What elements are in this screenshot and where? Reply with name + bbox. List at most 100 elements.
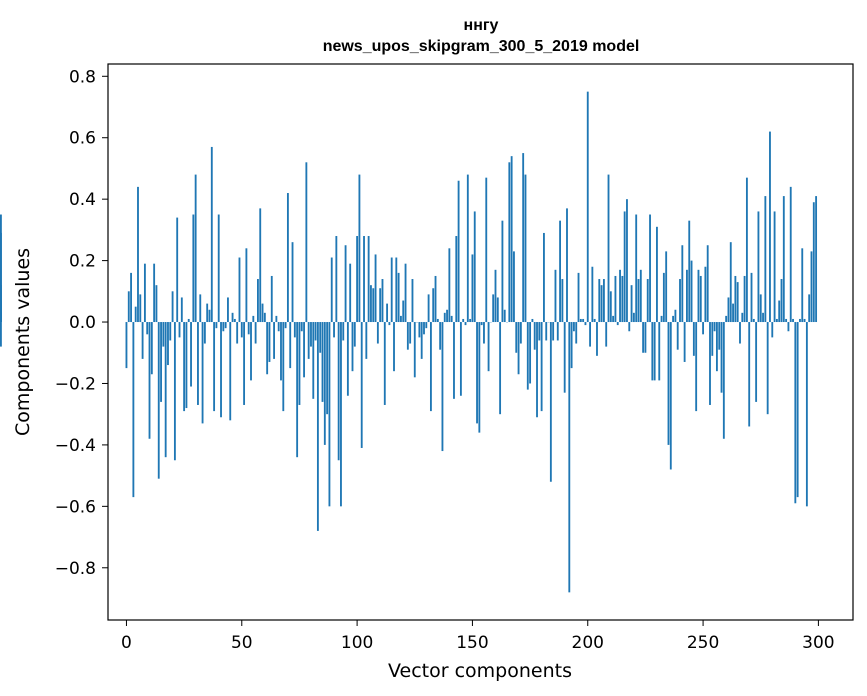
bar-297 xyxy=(810,251,813,323)
bar-192 xyxy=(568,322,571,593)
bar-79 xyxy=(307,322,310,359)
bar-172 xyxy=(522,153,525,323)
bar-215 xyxy=(621,275,624,323)
bar-69 xyxy=(284,322,287,329)
bar-223 xyxy=(639,269,642,323)
bar-117 xyxy=(395,257,398,323)
bar-292 xyxy=(799,318,801,323)
bar-76 xyxy=(300,322,303,332)
bar-202 xyxy=(591,266,594,323)
bar-16 xyxy=(162,322,165,347)
bar-84 xyxy=(319,322,322,353)
bar-141 xyxy=(450,315,453,323)
y-axis-ticks: −0.8 −0.6 −0.4 −0.2 0.0 0.2 0.4 0.6 0.8 xyxy=(55,67,108,579)
bar-105 xyxy=(367,236,370,323)
bar-91 xyxy=(335,236,338,323)
bar-251 xyxy=(704,266,707,323)
bar-267 xyxy=(741,312,744,323)
bar-177 xyxy=(533,322,536,350)
bar-71 xyxy=(289,322,292,369)
bar-193 xyxy=(570,322,573,369)
bar-270 xyxy=(748,322,751,427)
bar-86 xyxy=(323,322,326,445)
bar-10 xyxy=(148,322,151,439)
bar-296 xyxy=(808,294,811,323)
x-axis-ticks: 0 50 100 150 200 250 300 xyxy=(121,620,835,653)
bar-143 xyxy=(455,236,458,323)
bar-19 xyxy=(169,322,172,341)
x-tick-label: 100 xyxy=(341,633,373,653)
bar-272 xyxy=(752,318,755,323)
bar-43 xyxy=(224,322,227,329)
bar-274 xyxy=(757,211,760,323)
bar-171 xyxy=(519,322,522,344)
bar-240 xyxy=(679,279,681,323)
bar-203 xyxy=(593,318,596,323)
bar-235 xyxy=(667,322,670,445)
bar-125 xyxy=(413,322,416,378)
bar-260 xyxy=(725,315,728,323)
plot-frame xyxy=(107,63,854,621)
bar-278 xyxy=(766,322,769,415)
bar-263 xyxy=(732,303,734,323)
bar-281 xyxy=(773,211,776,323)
bar-98 xyxy=(351,322,354,372)
bar-67 xyxy=(280,322,282,381)
bar-57 xyxy=(257,279,259,323)
bar-100 xyxy=(356,236,359,323)
bar-216 xyxy=(623,211,626,323)
bar-88 xyxy=(328,322,331,507)
bar-114 xyxy=(388,322,391,326)
y-tick-label: −0.6 xyxy=(55,497,96,517)
bar-20 xyxy=(171,291,174,323)
bar-205 xyxy=(598,279,601,323)
bar-207 xyxy=(602,279,605,323)
bar-110 xyxy=(379,288,382,323)
bar-2 xyxy=(130,272,132,323)
bar-234 xyxy=(665,251,668,323)
bar-284 xyxy=(780,279,783,323)
bar-74 xyxy=(296,322,299,458)
bar-167 xyxy=(510,156,513,323)
bar-153 xyxy=(478,322,481,433)
bar-262 xyxy=(729,242,732,323)
bar-290 xyxy=(794,322,797,504)
bar-258 xyxy=(720,322,723,393)
bar-168 xyxy=(513,251,515,323)
bar-285 xyxy=(782,196,785,323)
bar-210 xyxy=(609,291,612,323)
bar-12 xyxy=(153,263,156,323)
bar-149 xyxy=(469,318,472,323)
bar-232 xyxy=(660,315,663,323)
bar-series xyxy=(0,91,818,593)
bar-289 xyxy=(792,318,794,323)
bar-198 xyxy=(582,318,585,323)
bar-9 xyxy=(146,322,149,335)
bar-73 xyxy=(293,322,296,338)
bar-293 xyxy=(801,248,804,323)
bar-108 xyxy=(374,254,377,323)
bar-134 xyxy=(434,275,437,323)
bar-77 xyxy=(303,322,305,378)
bar-32 xyxy=(199,294,202,323)
bar-112 xyxy=(383,322,386,405)
bar-184 xyxy=(549,322,552,482)
bar-199 xyxy=(584,322,587,326)
y-tick-label: −0.2 xyxy=(55,374,96,394)
bar-219 xyxy=(630,285,633,323)
y-tick-label: 0.4 xyxy=(69,190,96,210)
bar-48 xyxy=(236,322,239,344)
bar-250 xyxy=(702,322,704,335)
bar-94 xyxy=(342,322,345,341)
bar-264 xyxy=(734,275,737,323)
bar-68 xyxy=(282,322,285,412)
bar-102 xyxy=(360,322,363,448)
bar-257 xyxy=(718,322,721,350)
bar-99 xyxy=(353,322,356,347)
x-tick-label: 0 xyxy=(121,633,132,653)
chart-title-line-1: ннгу xyxy=(464,17,499,34)
bar-154 xyxy=(480,322,483,326)
bar-243 xyxy=(686,269,688,323)
chart-title-line-2: news_upos_skipgram_300_5_2019 model xyxy=(323,38,640,55)
bar-92 xyxy=(337,322,340,461)
